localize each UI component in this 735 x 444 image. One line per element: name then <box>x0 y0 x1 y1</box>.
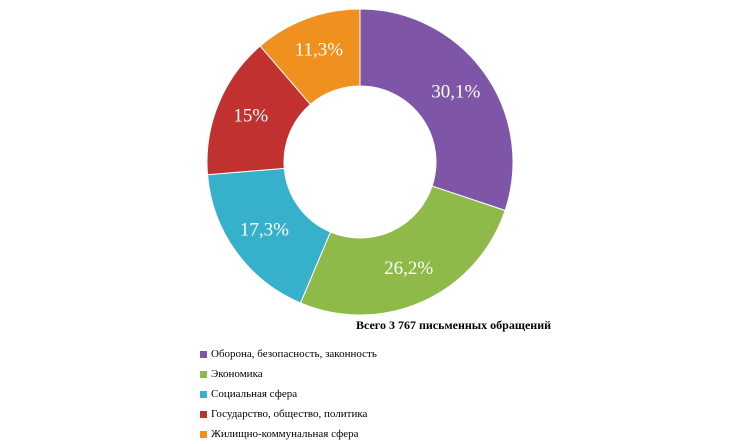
legend-swatch <box>200 390 207 398</box>
legend-swatch <box>200 370 207 378</box>
legend-label: Государство, общество, политика <box>211 408 368 420</box>
legend-label: Оборона, безопасность, законность <box>211 348 377 360</box>
legend-item: Социальная сфера <box>200 384 377 404</box>
legend-item: Государство, общество, политика <box>200 404 377 424</box>
slice-4 <box>206 45 312 176</box>
slice-labels-group: 30,1% 26,2% 17,3% 15% 11,3% <box>233 40 480 279</box>
slice-5 <box>259 8 361 106</box>
slice-label-2: 26,2% <box>384 258 433 279</box>
slice-2 <box>299 185 506 316</box>
legend: Оборона, безопасность, законность Экономи… <box>200 344 377 444</box>
legend-label: Социальная сфера <box>211 388 298 400</box>
legend-item: Экономика <box>200 364 377 384</box>
slice-3 <box>206 167 332 304</box>
chart-total-title: Всего 3 767 письменных обращений <box>356 318 552 332</box>
legend-label: Экономика <box>211 368 263 380</box>
legend-swatch <box>200 410 207 418</box>
legend-label: Жилищно-коммунальная сфера <box>211 428 359 440</box>
legend-item: Жилищно-коммунальная сфера <box>200 424 377 444</box>
legend-item: Оборона, безопасность, законность <box>200 344 377 364</box>
legend-swatch <box>200 350 207 358</box>
slice-label-1: 30,1% <box>431 81 480 102</box>
legend-swatch <box>200 430 207 438</box>
slice-label-4: 15% <box>233 106 268 127</box>
slices-group <box>206 8 514 316</box>
slice-1 <box>359 8 514 212</box>
slice-label-3: 17,3% <box>240 220 289 241</box>
slice-label-5: 11,3% <box>295 40 344 61</box>
